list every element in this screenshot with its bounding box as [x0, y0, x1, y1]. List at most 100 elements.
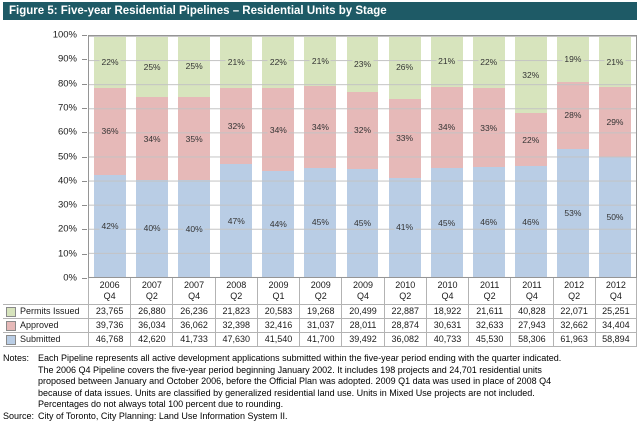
- y-axis-tick-label: 30%: [57, 199, 77, 211]
- table-value-cell: 46,768: [88, 333, 130, 346]
- bar-segment-permits-issued: 25%: [178, 36, 211, 97]
- x-axis-label: 2010 Q4: [425, 278, 468, 304]
- percent-label: 40%: [183, 223, 205, 234]
- bar-segment-approved: 33%: [388, 98, 421, 178]
- bar-segment-approved: 35%: [178, 96, 211, 181]
- table-value-cell: 20,499: [341, 305, 383, 318]
- percent-label: 22%: [267, 57, 289, 68]
- x-axis-label-year: 2011: [522, 280, 542, 290]
- y-axis-tick-mark: [82, 107, 87, 109]
- stacked-bar: 26% 33% 41%: [388, 36, 421, 277]
- bar-column-2012-Q2: 19% 28% 53%: [552, 36, 594, 277]
- stacked-bar: 21% 34% 45%: [304, 36, 337, 277]
- x-axis-label-year: 2007: [184, 280, 205, 290]
- percent-label: 45%: [436, 217, 458, 228]
- bar-segment-permits-issued: 21%: [220, 36, 253, 88]
- x-axis-label-quarter: Q4: [188, 291, 201, 301]
- legend-cell-approved: Approved: [3, 319, 88, 332]
- bar-column-2006-Q4: 22% 36% 42%: [89, 36, 131, 277]
- data-table: 2006 Q4 2007 Q2 2007 Q4 2008 Q2 2009 Q1 2009 Q2 2009…: [3, 278, 637, 347]
- y-axis-tick-mark: [82, 205, 87, 207]
- table-value-cell: 36,062: [172, 319, 214, 332]
- x-axis-label-year: 2006: [99, 280, 120, 290]
- percent-label: 40%: [141, 223, 163, 234]
- percent-label: 33%: [394, 133, 416, 144]
- bar-segment-submitted: 42%: [94, 174, 127, 277]
- y-axis-tick-label: 20%: [57, 223, 77, 235]
- table-value-cell: 22,887: [383, 305, 426, 318]
- table-value-cell: 18,922: [425, 305, 468, 318]
- percent-label: 22%: [99, 56, 121, 67]
- legend-swatch-permits-issued: [6, 306, 16, 317]
- bar-segment-permits-issued: 32%: [514, 36, 547, 114]
- bar-segment-permits-issued: 22%: [262, 36, 295, 89]
- x-axis-label: 2011 Q2: [468, 278, 510, 304]
- table-value-cell: 42,620: [130, 333, 172, 346]
- bar-segment-permits-issued: 22%: [94, 36, 127, 88]
- legend-label: Approved: [20, 320, 59, 330]
- bar-segment-approved: 32%: [220, 87, 253, 165]
- figure-title: Figure 5: Five-year Residential Pipeline…: [9, 5, 387, 17]
- x-axis-label-quarter: Q4: [525, 291, 538, 301]
- stacked-bar: 21% 29% 50%: [598, 36, 631, 277]
- y-axis-tick-label: 100%: [52, 29, 77, 41]
- bar-segment-submitted: 46%: [514, 166, 547, 277]
- bar-segment-approved: 34%: [430, 86, 463, 169]
- table-value-cell: 45,530: [468, 333, 510, 346]
- x-axis-label-quarter: Q4: [441, 291, 454, 301]
- percent-label: 26%: [394, 62, 416, 73]
- bar-segment-submitted: 40%: [178, 180, 211, 277]
- bar-segment-approved: 32%: [346, 92, 379, 169]
- table-value-cell: 30,631: [425, 319, 468, 332]
- legend-label: Permits Issued: [20, 306, 80, 316]
- percent-label: 45%: [309, 217, 331, 228]
- legend-swatch-approved: [6, 320, 16, 331]
- table-value-cell: 20,583: [256, 305, 299, 318]
- table-value-cell: 58,306: [510, 333, 552, 346]
- x-axis-label-year: 2012: [605, 280, 626, 290]
- table-value-cell: 61,963: [552, 333, 595, 346]
- percent-label: 33%: [478, 122, 500, 133]
- percent-label: 41%: [394, 222, 416, 233]
- y-axis-tick-label: 10%: [57, 248, 77, 260]
- bar-segment-submitted: 40%: [136, 179, 169, 277]
- y-axis-tick-mark: [82, 35, 87, 36]
- percent-label: 46%: [520, 216, 542, 227]
- y-axis-tick-mark: [82, 229, 87, 231]
- table-value-cell: 26,880: [130, 305, 172, 318]
- bar-column-2009-Q4: 23% 32% 45%: [341, 36, 383, 277]
- bar-segment-permits-issued: 23%: [346, 36, 379, 93]
- percent-label: 25%: [141, 61, 163, 72]
- percent-label: 22%: [478, 57, 500, 68]
- percent-label: 21%: [309, 56, 331, 67]
- y-axis-tick-mark: [82, 180, 87, 182]
- stacked-bar: 25% 35% 40%: [178, 36, 211, 277]
- percent-label: 34%: [267, 124, 289, 135]
- bar-segment-approved: 33%: [472, 88, 505, 167]
- x-axis-label-year: 2009: [310, 280, 331, 290]
- bar-segment-submitted: 47%: [220, 164, 253, 277]
- x-axis-label-year: 2009: [268, 280, 289, 290]
- table-value-cell: 36,082: [383, 333, 426, 346]
- bar-segment-approved: 29%: [598, 87, 631, 158]
- x-axis-label-year: 2010: [437, 280, 458, 290]
- x-axis-label: 2007 Q4: [172, 278, 214, 304]
- table-value-cell: 34,404: [594, 319, 637, 332]
- bar-segment-submitted: 41%: [388, 177, 421, 277]
- x-axis-label-row: 2006 Q4 2007 Q2 2007 Q4 2008 Q2 2009 Q1 2009 Q2 2009…: [3, 278, 637, 304]
- percent-label: 34%: [436, 122, 458, 133]
- bar-segment-approved: 22%: [514, 113, 547, 167]
- bar-segment-submitted: 44%: [262, 171, 295, 277]
- percent-label: 32%: [225, 120, 247, 131]
- bar-column-2007-Q2: 25% 34% 40%: [131, 36, 173, 277]
- y-axis-tick-label: 50%: [57, 151, 77, 162]
- table-value-cell: 32,398: [214, 319, 257, 332]
- notes-label: Notes:: [3, 353, 30, 363]
- table-value-cell: 40,828: [510, 305, 552, 318]
- percent-label: 50%: [604, 212, 626, 223]
- legend-cell-permits-issued: Permits Issued: [3, 305, 88, 318]
- y-axis-tick-label: 80%: [57, 78, 77, 90]
- table-row-approved: Approved 39,736 36,034 36,062 32,398 32,416 31…: [3, 318, 637, 332]
- table-value-cell: 27,943: [510, 319, 552, 332]
- table-value-cell: 32,633: [468, 319, 510, 332]
